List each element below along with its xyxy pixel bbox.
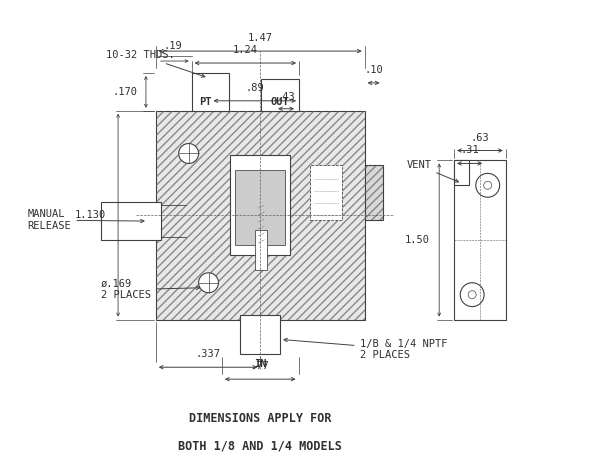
Text: VENT: VENT — [406, 161, 458, 182]
Text: .170: .170 — [113, 87, 138, 97]
Text: IN: IN — [254, 359, 266, 369]
Circle shape — [460, 283, 484, 306]
Bar — [230, 155, 290, 255]
Text: .337: .337 — [196, 349, 221, 359]
Text: .19: .19 — [163, 41, 182, 51]
Bar — [261, 79, 299, 111]
Text: 1.24: 1.24 — [233, 45, 258, 55]
Text: 1.130: 1.130 — [75, 210, 106, 220]
Circle shape — [199, 273, 218, 293]
Bar — [454, 161, 506, 320]
Text: .77: .77 — [251, 361, 269, 371]
Bar — [263, 81, 297, 109]
Text: .10: .10 — [364, 65, 383, 75]
Bar — [255, 230, 267, 270]
Bar — [241, 314, 280, 354]
Text: BOTH 1/8 AND 1/4 MODELS: BOTH 1/8 AND 1/4 MODELS — [178, 439, 342, 452]
Text: 1.50: 1.50 — [404, 235, 429, 245]
Text: 1/B & 1/4 NPTF
2 PLACES: 1/B & 1/4 NPTF 2 PLACES — [284, 338, 447, 360]
Text: .63: .63 — [470, 133, 490, 142]
Circle shape — [468, 291, 476, 299]
Bar — [310, 165, 342, 220]
Bar — [194, 75, 227, 109]
Bar — [103, 204, 158, 238]
Bar — [365, 165, 383, 220]
Bar — [191, 73, 229, 111]
Bar — [156, 111, 365, 320]
Text: PT: PT — [199, 97, 212, 107]
Text: 1.47: 1.47 — [248, 33, 273, 43]
Text: ø.169
2 PLACES: ø.169 2 PLACES — [101, 279, 200, 301]
Text: MANUAL
RELEASE: MANUAL RELEASE — [28, 209, 144, 231]
Circle shape — [476, 173, 500, 197]
Bar — [235, 171, 285, 245]
Bar — [156, 111, 365, 320]
Circle shape — [484, 181, 491, 189]
Text: .43: .43 — [277, 92, 295, 102]
Polygon shape — [454, 161, 469, 185]
Bar — [365, 165, 383, 220]
Text: OUT: OUT — [271, 97, 289, 107]
Text: DIMENSIONS APPLY FOR: DIMENSIONS APPLY FOR — [189, 412, 331, 426]
Text: .89: .89 — [245, 83, 264, 93]
Circle shape — [179, 143, 199, 163]
Text: 10-32 THDS.: 10-32 THDS. — [106, 50, 205, 77]
Bar — [101, 202, 161, 240]
Text: .31: .31 — [460, 145, 479, 155]
